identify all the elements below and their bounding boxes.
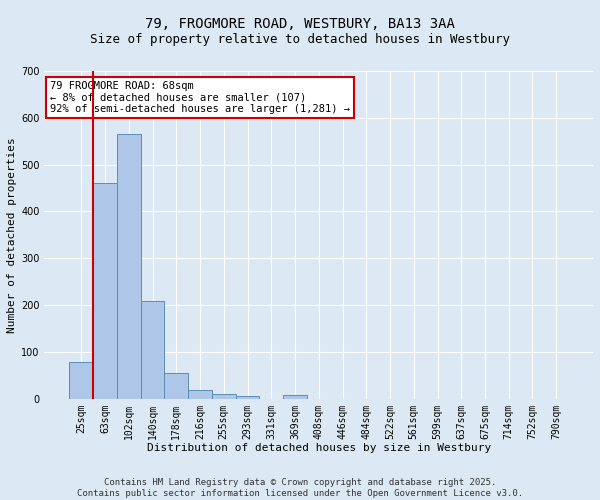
Bar — [212, 394, 236, 399]
Text: 79 FROGMORE ROAD: 68sqm
← 8% of detached houses are smaller (107)
92% of semi-de: 79 FROGMORE ROAD: 68sqm ← 8% of detached… — [50, 81, 350, 114]
Bar — [140, 302, 164, 399]
Bar — [70, 362, 93, 399]
Bar — [164, 373, 188, 399]
Text: Contains HM Land Registry data © Crown copyright and database right 2025.
Contai: Contains HM Land Registry data © Crown c… — [77, 478, 523, 498]
Text: 79, FROGMORE ROAD, WESTBURY, BA13 3AA: 79, FROGMORE ROAD, WESTBURY, BA13 3AA — [145, 18, 455, 32]
Bar — [283, 395, 307, 399]
Bar — [236, 396, 259, 399]
Text: Size of property relative to detached houses in Westbury: Size of property relative to detached ho… — [90, 32, 510, 46]
Bar — [117, 134, 140, 399]
X-axis label: Distribution of detached houses by size in Westbury: Distribution of detached houses by size … — [146, 443, 491, 453]
Bar — [93, 184, 117, 399]
Y-axis label: Number of detached properties: Number of detached properties — [7, 137, 17, 332]
Bar — [188, 390, 212, 399]
